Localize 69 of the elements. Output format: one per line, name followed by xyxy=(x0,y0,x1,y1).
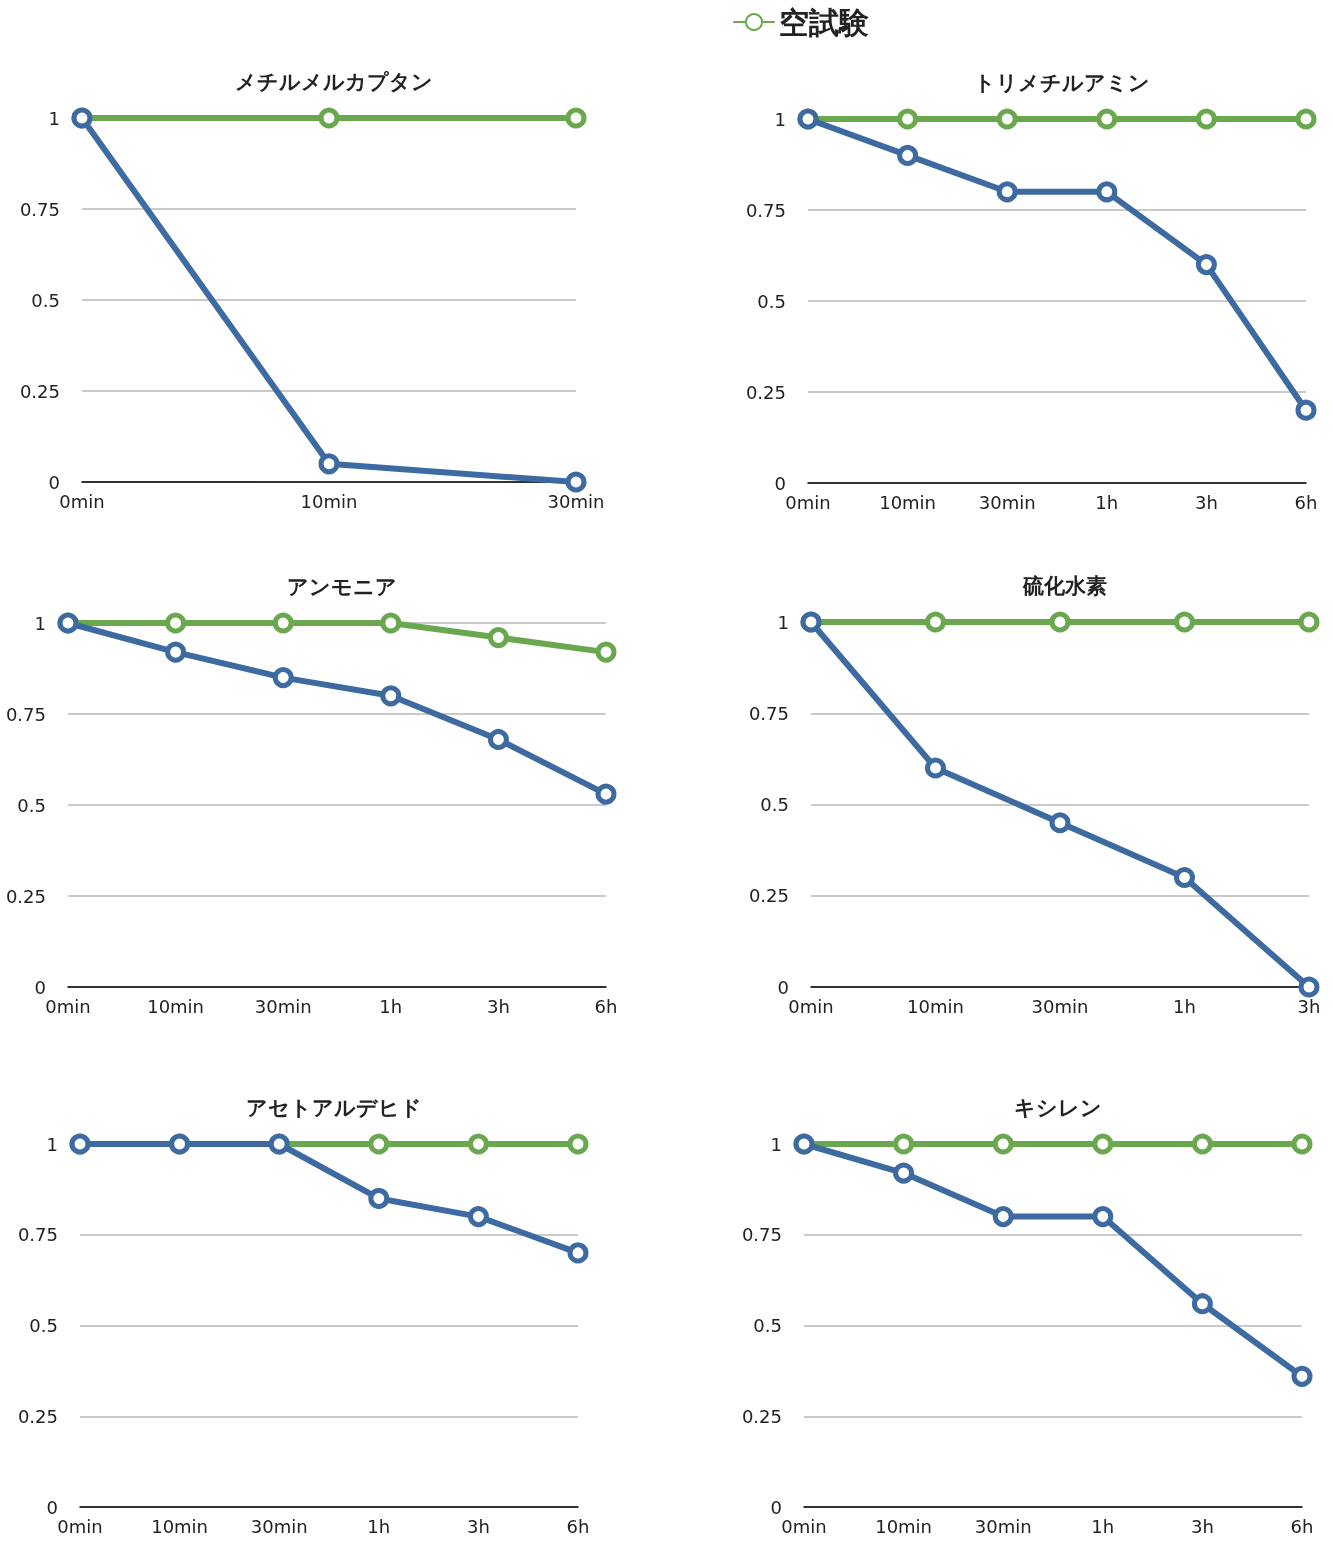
chart-title: メチルメルカプタン xyxy=(235,69,433,94)
y-tick-label: 1 xyxy=(48,107,60,129)
y-tick-label: 0.25 xyxy=(17,1405,58,1427)
x-tick-label: 30min xyxy=(250,1515,308,1537)
x-tick-label: 10min xyxy=(300,490,358,512)
y-tick-label: 0.5 xyxy=(29,1315,58,1336)
y-tick-label: 0.75 xyxy=(745,199,786,221)
x-tick-label: 30min xyxy=(974,1515,1032,1537)
y-tick-label: 1 xyxy=(34,612,46,634)
y-tick-label: 0.75 xyxy=(741,1224,782,1246)
chart-title: 硫化水素 xyxy=(1022,573,1107,598)
y-tick-label: 0.5 xyxy=(753,1315,782,1336)
x-tick-label: 3h xyxy=(1194,491,1218,513)
x-tick-label: 10min xyxy=(147,995,205,1017)
x-tick-label: 6h xyxy=(566,1515,590,1537)
x-tick-label: 0min xyxy=(781,1515,827,1537)
x-tick-label: 3h xyxy=(1297,995,1321,1017)
x-tick-label: 10min xyxy=(879,491,937,513)
y-tick-label: 0 xyxy=(34,976,46,998)
x-tick-label: 10min xyxy=(907,995,964,1017)
y-tick-label: 0.75 xyxy=(19,198,60,220)
x-tick-label: 1h xyxy=(367,1515,391,1537)
y-tick-label: 0 xyxy=(774,472,786,494)
x-tick-label: 0min xyxy=(57,1515,103,1537)
x-tick-label: 30min xyxy=(1031,995,1089,1017)
x-tick-label: 30min xyxy=(547,490,605,512)
y-tick-label: 0.5 xyxy=(757,290,786,312)
x-tick-label: 10min xyxy=(151,1515,209,1537)
y-tick-label: 0.5 xyxy=(760,794,789,815)
x-tick-label: 1h xyxy=(1095,491,1119,513)
y-tick-label: 1 xyxy=(770,1133,782,1155)
y-tick-label: 0.25 xyxy=(19,380,60,402)
y-tick-label: 0.75 xyxy=(5,703,46,725)
x-tick-label: 1h xyxy=(1173,995,1196,1017)
x-tick-label: 3h xyxy=(1190,1515,1214,1537)
y-tick-label: 0.75 xyxy=(17,1224,58,1246)
y-tick-label: 1 xyxy=(777,611,789,633)
chart-title: キシレン xyxy=(1014,1095,1102,1120)
y-tick-label: 1 xyxy=(46,1133,58,1155)
x-tick-label: 3h xyxy=(466,1515,490,1537)
x-tick-label: 0min xyxy=(59,490,105,512)
x-tick-label: 0min xyxy=(45,995,91,1017)
y-tick-label: 0.5 xyxy=(31,289,60,311)
x-tick-label: 30min xyxy=(978,491,1036,513)
x-tick-label: 6h xyxy=(594,995,618,1017)
y-tick-label: 0 xyxy=(48,471,60,493)
x-tick-label: 0min xyxy=(785,491,831,513)
y-tick-label: 0.5 xyxy=(17,794,46,816)
chart-title: アセトアルデヒド xyxy=(246,1095,422,1120)
y-tick-label: 0 xyxy=(46,1496,58,1518)
legend-label: 空試験 xyxy=(779,4,869,40)
x-tick-label: 6h xyxy=(1294,491,1318,513)
x-tick-label: 1h xyxy=(379,995,403,1017)
y-tick-label: 0.75 xyxy=(748,702,789,724)
x-tick-label: 0min xyxy=(788,995,834,1017)
y-tick-label: 0.25 xyxy=(745,381,786,403)
y-tick-label: 0.25 xyxy=(748,885,789,907)
y-tick-label: 0.25 xyxy=(741,1405,782,1427)
chart-title: トリメチルアミン xyxy=(974,70,1150,95)
y-tick-label: 0 xyxy=(770,1496,782,1518)
x-tick-label: 30min xyxy=(254,995,312,1017)
x-tick-label: 6h xyxy=(1290,1515,1314,1537)
y-tick-label: 1 xyxy=(774,108,786,130)
x-tick-label: 10min xyxy=(875,1515,933,1537)
x-tick-label: 1h xyxy=(1091,1515,1115,1537)
y-tick-label: 0.25 xyxy=(5,885,46,907)
x-tick-label: 3h xyxy=(486,995,510,1017)
y-tick-label: 0 xyxy=(777,976,789,998)
chart-title: アンモニア xyxy=(287,574,397,599)
